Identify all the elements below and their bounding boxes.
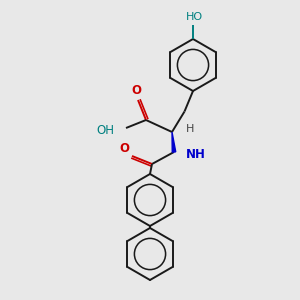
Text: NH: NH bbox=[186, 148, 206, 161]
Text: O: O bbox=[119, 142, 129, 154]
Text: OH: OH bbox=[96, 124, 114, 136]
Text: O: O bbox=[131, 83, 141, 97]
Text: H: H bbox=[186, 124, 194, 134]
Text: HO: HO bbox=[185, 12, 203, 22]
Polygon shape bbox=[172, 132, 176, 152]
